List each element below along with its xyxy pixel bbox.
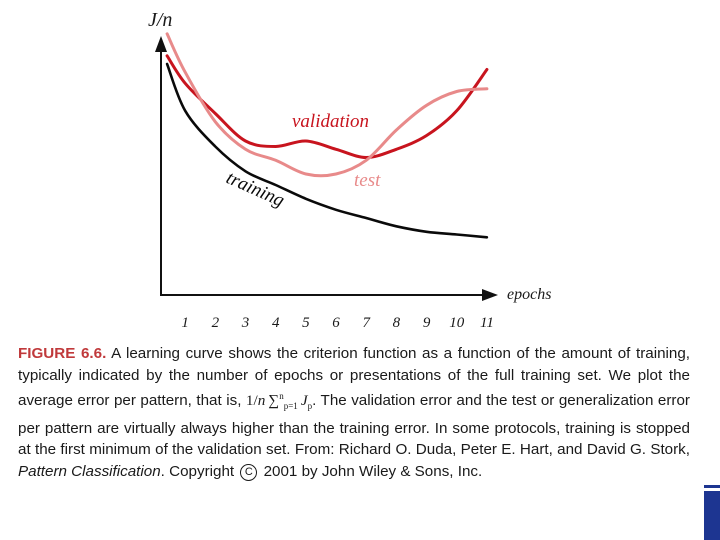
x-tick-label-7: 7 [362,315,371,331]
formula-sub: p=1 [283,401,298,412]
x-axis-arrowhead [482,289,498,301]
test-curve [165,32,489,178]
x-tick-label-10: 10 [449,315,465,331]
x-tick-label-3: 3 [241,315,250,331]
training-curve-label: training [223,167,287,211]
caption-text-part4: 2001 by John Wiley & Sons, Inc. [259,463,483,481]
slide-bar-thick [704,491,720,540]
figure-caption: FIGURE 6.6. A learning curve shows the c… [18,343,690,483]
training-curve [165,62,489,239]
average-error-formula: 1/n ∑np=1 Jp [245,391,313,412]
validation-curve [165,54,489,160]
formula-prefix: 1/ [245,392,258,410]
slide-corner-decoration [704,485,720,540]
caption-text-part2: . The validation error and the test or g… [18,392,690,459]
caption-text-part1: A learning curve shows the criterion fun… [18,345,691,410]
y-axis-arrowhead [155,36,167,52]
test-curve-label: test [354,170,381,191]
x-tick-label-1: 1 [181,315,189,331]
x-tick-label-4: 4 [272,315,280,331]
y-axis-label: J/n [148,9,172,31]
x-axis-label: epochs [507,286,551,303]
book-title: Pattern Classification [18,463,161,481]
x-tick-label-11: 11 [480,315,494,331]
formula-sup: n [279,391,284,402]
formula-sigma: ∑ [268,392,280,410]
formula-n: n [257,392,266,410]
formula-j-sub: p [307,401,313,412]
x-tick-label-8: 8 [393,315,401,331]
figure-label: FIGURE 6.6. [18,345,107,362]
x-tick-label-2: 2 [212,315,220,331]
copyright-icon: C [240,464,258,482]
x-tick-label-6: 6 [332,315,340,331]
validation-curve-label: validation [292,111,369,132]
slide-bar-thin [704,485,720,488]
x-tick-label-9: 9 [423,315,431,331]
caption-text-part3: . Copyright [160,463,239,481]
formula-j: J [300,392,308,410]
x-tick-label-5: 5 [302,315,310,331]
learning-curve-chart: J/n epochs 1 2 3 4 5 6 7 8 9 10 11 validation test… [148,9,551,331]
